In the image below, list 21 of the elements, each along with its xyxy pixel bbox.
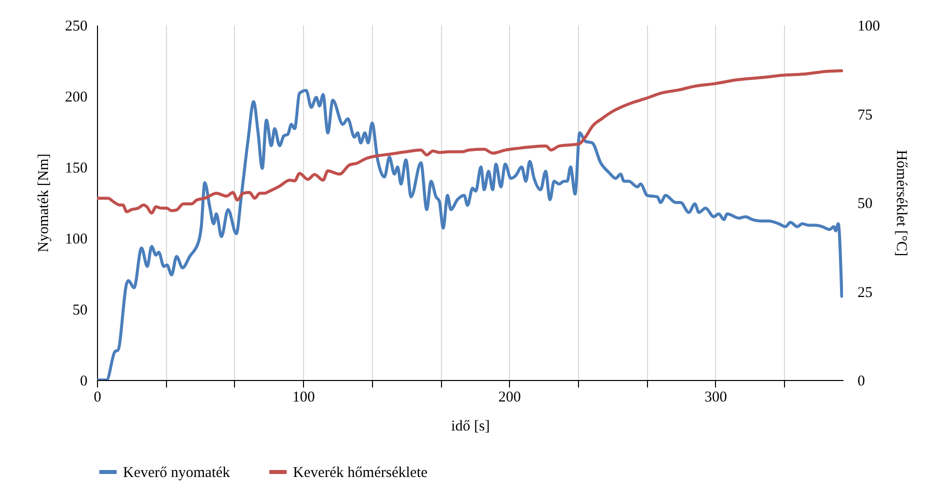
y-tick-label: 100 bbox=[65, 232, 88, 248]
y-axis-title: Nyomaték [Nm] bbox=[36, 154, 52, 252]
y2-tick-label: 0 bbox=[858, 374, 865, 390]
y-tick-label: 50 bbox=[72, 302, 88, 318]
x-tick-label: 0 bbox=[94, 390, 102, 406]
legend-label: Keverő nyomaték bbox=[123, 465, 231, 481]
legend-label: Keverék hőmérséklete bbox=[293, 465, 428, 481]
y-tick-label: 150 bbox=[65, 160, 88, 176]
x-tick-label: 100 bbox=[292, 390, 315, 406]
line-series bbox=[97, 69, 843, 215]
x-axis-title: idő [s] bbox=[451, 418, 490, 434]
y2-tick-label: 50 bbox=[858, 196, 872, 212]
y-tick-label: 0 bbox=[80, 374, 88, 390]
y2-tick-label: 75 bbox=[858, 107, 872, 124]
y2-tick-label: 100 bbox=[858, 18, 880, 34]
x-tick-label: 200 bbox=[498, 390, 521, 406]
y-tick-label: 200 bbox=[65, 90, 88, 106]
y2-tick-label: 25 bbox=[858, 284, 872, 301]
y2-axis-title: Hőmérséklet [°C] bbox=[893, 150, 909, 256]
y-tick-label: 250 bbox=[65, 18, 88, 34]
x-tick-label: 300 bbox=[704, 390, 727, 406]
